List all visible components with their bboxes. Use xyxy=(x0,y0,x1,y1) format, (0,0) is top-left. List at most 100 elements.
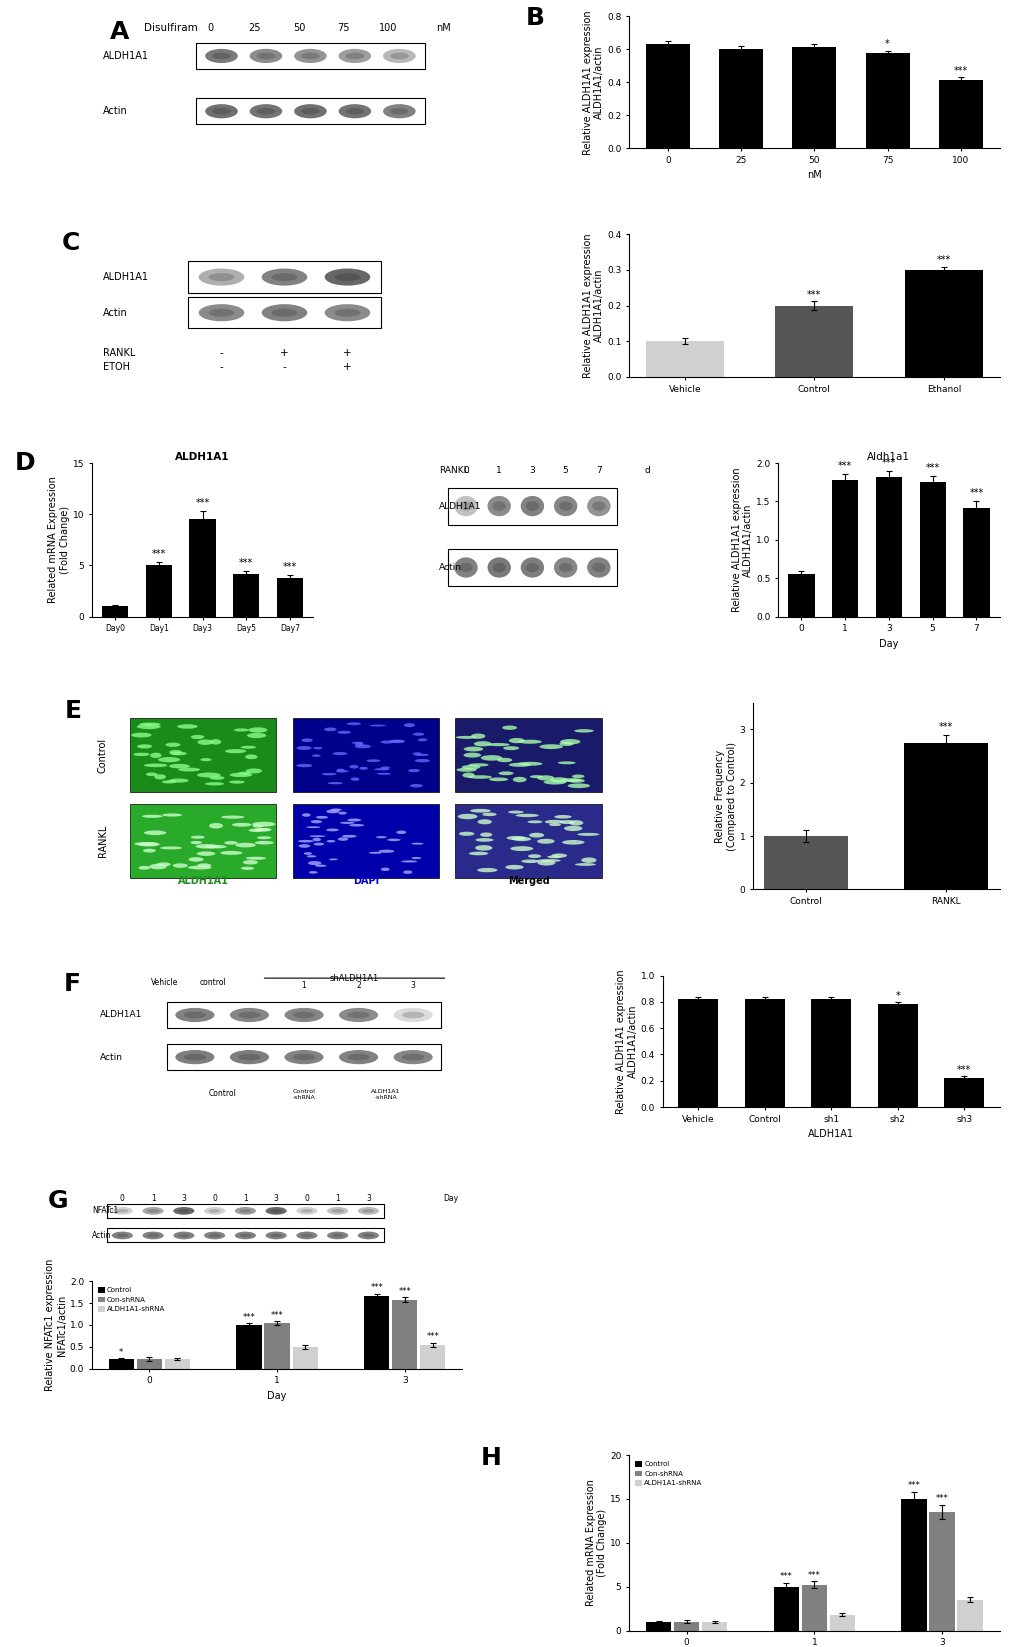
Ellipse shape xyxy=(412,753,421,754)
Ellipse shape xyxy=(189,856,204,861)
Text: DAPI: DAPI xyxy=(353,876,378,886)
Ellipse shape xyxy=(205,845,226,848)
Y-axis label: Relative ALDH1A1 expression
ALDH1A1/actin: Relative ALDH1A1 expression ALDH1A1/acti… xyxy=(582,10,603,155)
Ellipse shape xyxy=(389,740,404,743)
Text: 2: 2 xyxy=(356,980,361,990)
Ellipse shape xyxy=(246,769,262,774)
Text: ***: *** xyxy=(924,463,938,473)
Legend: Control, Con-shRNA, ALDH1A1-shRNA: Control, Con-shRNA, ALDH1A1-shRNA xyxy=(95,1285,168,1316)
Ellipse shape xyxy=(168,779,189,782)
Ellipse shape xyxy=(292,1054,315,1061)
Ellipse shape xyxy=(312,754,320,758)
Bar xyxy=(645,43,689,148)
Ellipse shape xyxy=(178,768,200,771)
Ellipse shape xyxy=(587,496,610,516)
Ellipse shape xyxy=(238,1054,260,1061)
Ellipse shape xyxy=(529,833,543,838)
Bar xyxy=(674,1622,699,1631)
Bar xyxy=(165,1359,190,1369)
Ellipse shape xyxy=(157,863,170,866)
Ellipse shape xyxy=(229,1008,269,1023)
Ellipse shape xyxy=(143,848,156,853)
Ellipse shape xyxy=(537,838,554,843)
Ellipse shape xyxy=(567,784,589,789)
Ellipse shape xyxy=(346,723,361,725)
Bar xyxy=(391,1299,417,1369)
Ellipse shape xyxy=(191,835,205,838)
FancyBboxPatch shape xyxy=(447,548,615,586)
Ellipse shape xyxy=(173,1232,195,1239)
Ellipse shape xyxy=(459,563,472,572)
Ellipse shape xyxy=(149,863,167,870)
Text: 3: 3 xyxy=(411,980,415,990)
Ellipse shape xyxy=(229,781,245,784)
Bar xyxy=(264,1323,289,1369)
Ellipse shape xyxy=(400,860,417,863)
Ellipse shape xyxy=(329,858,337,860)
Text: control: control xyxy=(200,978,226,987)
Ellipse shape xyxy=(293,49,326,63)
Text: 1: 1 xyxy=(151,1194,155,1202)
Text: 0: 0 xyxy=(212,1194,217,1202)
Ellipse shape xyxy=(116,1234,128,1237)
Ellipse shape xyxy=(521,860,539,863)
Bar xyxy=(292,1347,318,1369)
Text: d: d xyxy=(643,466,649,474)
Ellipse shape xyxy=(257,109,275,115)
Text: +: + xyxy=(280,348,288,357)
Ellipse shape xyxy=(393,1008,432,1023)
Ellipse shape xyxy=(559,777,581,782)
Ellipse shape xyxy=(559,820,574,824)
Ellipse shape xyxy=(205,104,237,119)
Y-axis label: Relative ALDH1A1 expression
ALDH1A1/actin: Relative ALDH1A1 expression ALDH1A1/acti… xyxy=(731,468,753,613)
Ellipse shape xyxy=(537,860,555,866)
Ellipse shape xyxy=(403,871,412,875)
Ellipse shape xyxy=(249,828,263,832)
Ellipse shape xyxy=(306,827,320,828)
Ellipse shape xyxy=(324,268,370,285)
Text: ***: *** xyxy=(907,1481,919,1491)
Ellipse shape xyxy=(308,861,321,865)
Ellipse shape xyxy=(468,776,491,779)
Ellipse shape xyxy=(238,1011,260,1018)
Bar xyxy=(829,1614,854,1631)
Text: ***: *** xyxy=(938,721,953,733)
Ellipse shape xyxy=(307,855,316,858)
Bar xyxy=(877,1005,917,1107)
Ellipse shape xyxy=(331,1209,343,1212)
Ellipse shape xyxy=(144,764,167,768)
Ellipse shape xyxy=(116,1209,128,1212)
Ellipse shape xyxy=(513,777,526,782)
Bar xyxy=(774,306,852,377)
Text: ***: *** xyxy=(838,461,852,471)
Ellipse shape xyxy=(502,746,519,749)
FancyBboxPatch shape xyxy=(187,296,380,328)
Ellipse shape xyxy=(197,772,221,777)
Text: ***: *** xyxy=(426,1332,439,1341)
Ellipse shape xyxy=(200,758,211,761)
Ellipse shape xyxy=(470,809,490,812)
Ellipse shape xyxy=(338,1008,378,1023)
Text: 1: 1 xyxy=(243,1194,248,1202)
Ellipse shape xyxy=(297,746,312,749)
Ellipse shape xyxy=(169,764,190,769)
Text: Actin: Actin xyxy=(103,308,127,318)
Ellipse shape xyxy=(296,1232,317,1239)
Ellipse shape xyxy=(326,840,335,843)
Text: 7: 7 xyxy=(595,466,601,474)
Ellipse shape xyxy=(309,835,325,837)
Ellipse shape xyxy=(475,845,492,850)
Text: ***: *** xyxy=(282,562,297,572)
Text: Day: Day xyxy=(443,1194,459,1202)
Ellipse shape xyxy=(292,1011,315,1018)
Ellipse shape xyxy=(459,832,474,835)
Ellipse shape xyxy=(160,847,181,850)
Ellipse shape xyxy=(352,741,363,744)
Ellipse shape xyxy=(575,863,595,866)
Ellipse shape xyxy=(592,501,605,511)
Ellipse shape xyxy=(577,833,599,837)
Ellipse shape xyxy=(348,824,364,827)
Ellipse shape xyxy=(480,832,492,837)
Ellipse shape xyxy=(453,496,477,516)
Ellipse shape xyxy=(147,1234,159,1237)
